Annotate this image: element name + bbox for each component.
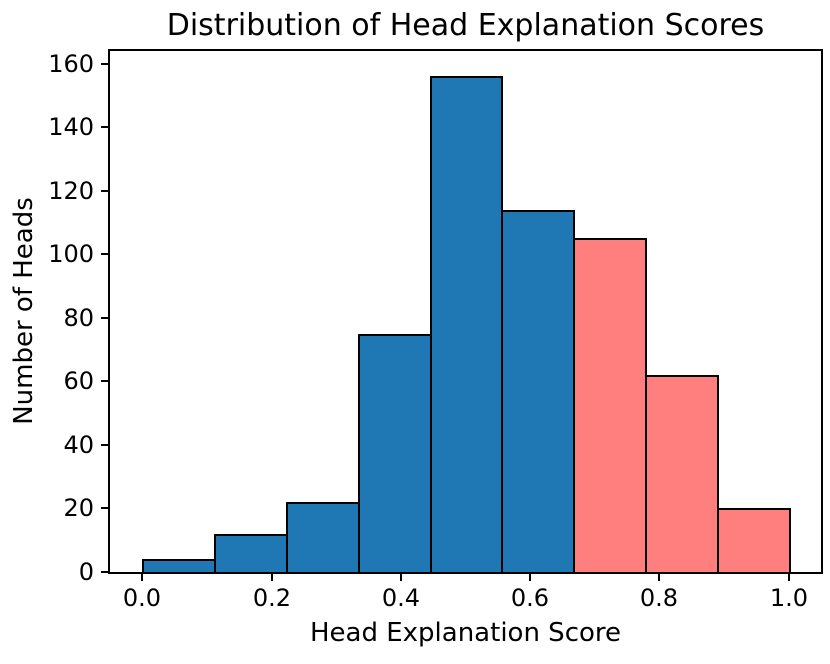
histogram-bar-6 <box>573 238 647 572</box>
y-tick-label: 20 <box>63 494 94 522</box>
y-tick-label: 80 <box>63 304 94 332</box>
plot-area <box>108 49 823 574</box>
y-tick <box>101 317 108 319</box>
x-tick <box>271 574 273 581</box>
y-tick <box>101 571 108 573</box>
x-tick <box>658 574 660 581</box>
y-tick <box>101 126 108 128</box>
x-tick-label: 0.0 <box>122 584 162 612</box>
histogram-bar-7 <box>645 375 719 572</box>
x-tick <box>400 574 402 581</box>
x-tick-label: 0.4 <box>381 584 421 612</box>
x-tick-label: 1.0 <box>769 584 809 612</box>
histogram-bar-2 <box>286 502 360 572</box>
x-tick-label: 0.8 <box>639 584 679 612</box>
y-tick <box>101 444 108 446</box>
x-axis-label: Head Explanation Score <box>309 618 622 648</box>
x-tick-label: 0.2 <box>252 584 292 612</box>
y-tick-label: 120 <box>48 177 94 205</box>
y-tick <box>101 190 108 192</box>
chart-title: Distribution of Head Explanation Scores <box>166 8 765 43</box>
x-tick <box>141 574 143 581</box>
y-tick-label: 100 <box>48 240 94 268</box>
histogram-bar-4 <box>430 76 503 572</box>
y-tick <box>101 380 108 382</box>
x-tick <box>788 574 790 581</box>
x-tick-label: 0.6 <box>510 584 550 612</box>
y-tick <box>101 63 108 65</box>
x-tick <box>529 574 531 581</box>
histogram-bar-3 <box>358 334 432 572</box>
histogram-bar-5 <box>501 210 575 572</box>
y-tick-label: 60 <box>63 367 94 395</box>
y-tick-label: 140 <box>48 113 94 141</box>
histogram-bar-8 <box>717 508 791 572</box>
y-tick <box>101 253 108 255</box>
histogram-bar-1 <box>214 534 288 572</box>
y-tick-label: 40 <box>63 431 94 459</box>
histogram-bar-0 <box>142 559 216 572</box>
y-tick <box>101 507 108 509</box>
y-tick-label: 160 <box>48 50 94 78</box>
y-tick-label: 0 <box>78 558 94 586</box>
